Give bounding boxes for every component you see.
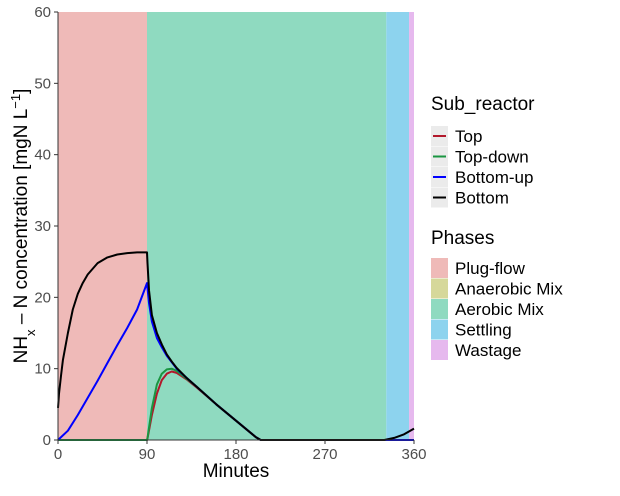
y-ticks: 0 10 20 30 40 50 60: [34, 4, 58, 449]
x-axis-title: Minutes: [203, 461, 270, 482]
x-tick-label: 270: [312, 446, 337, 463]
legend-swatch-aerobic-mix: [431, 299, 448, 319]
phase-band-wastage: [409, 12, 414, 440]
legend-label-aerobic-mix: Aerobic Mix: [455, 300, 544, 319]
phase-bands: [58, 12, 414, 440]
legend-label-wastage: Wastage: [455, 341, 521, 360]
y-axis-title-part: – N concentration [mgN L: [11, 109, 32, 330]
y-axis-title-part: NH: [11, 336, 32, 363]
legend-label-settling: Settling: [455, 321, 512, 340]
series-line-bottom: [57, 251, 415, 441]
x-tick-label: 90: [139, 446, 156, 463]
phase-band-settling: [386, 12, 410, 440]
legend-label-top: Top: [455, 127, 482, 146]
legend-title-sub-reactor: Sub_reactor: [431, 94, 535, 115]
y-tick-label: 10: [34, 361, 51, 378]
legend-label-plug-flow: Plug-flow: [455, 259, 526, 278]
y-tick-label: 30: [34, 218, 51, 235]
y-tick-label: 40: [34, 147, 51, 164]
phase-band-plug-flow: [58, 12, 147, 440]
legend-title-phases: Phases: [431, 228, 494, 249]
y-axis-title-superscript: −1: [8, 94, 23, 109]
y-axis-title: NHx – N concentration [mgN L−1]: [8, 89, 38, 364]
legend-label-bottom-up: Bottom-up: [455, 168, 533, 187]
legend-label-anaerobic-mix: Anaerobic Mix: [455, 280, 563, 299]
legend-label-bottom: Bottom: [455, 189, 509, 208]
x-tick-label: 180: [223, 446, 248, 463]
legend-swatch-anaerobic-mix: [431, 278, 448, 299]
y-tick-label: 20: [34, 289, 51, 306]
y-axis-title-part: ]: [11, 89, 32, 94]
legend-swatch-plug-flow: [431, 258, 448, 278]
y-tick-label: 0: [43, 432, 51, 449]
x-tick-label: 360: [401, 446, 426, 463]
legend-swatch-wastage: [431, 340, 448, 360]
y-axis-title-subscript: x: [23, 329, 38, 336]
y-tick-label: 50: [34, 75, 51, 92]
legend-label-top-down: Top-down: [455, 148, 529, 167]
legend-swatch-settling: [431, 319, 448, 340]
phase-band-aerobic-mix: [147, 12, 387, 440]
y-tick-label: 60: [34, 4, 51, 21]
x-tick-label: 0: [54, 446, 62, 463]
x-ticks: 0 90 180 270 360: [54, 440, 427, 463]
